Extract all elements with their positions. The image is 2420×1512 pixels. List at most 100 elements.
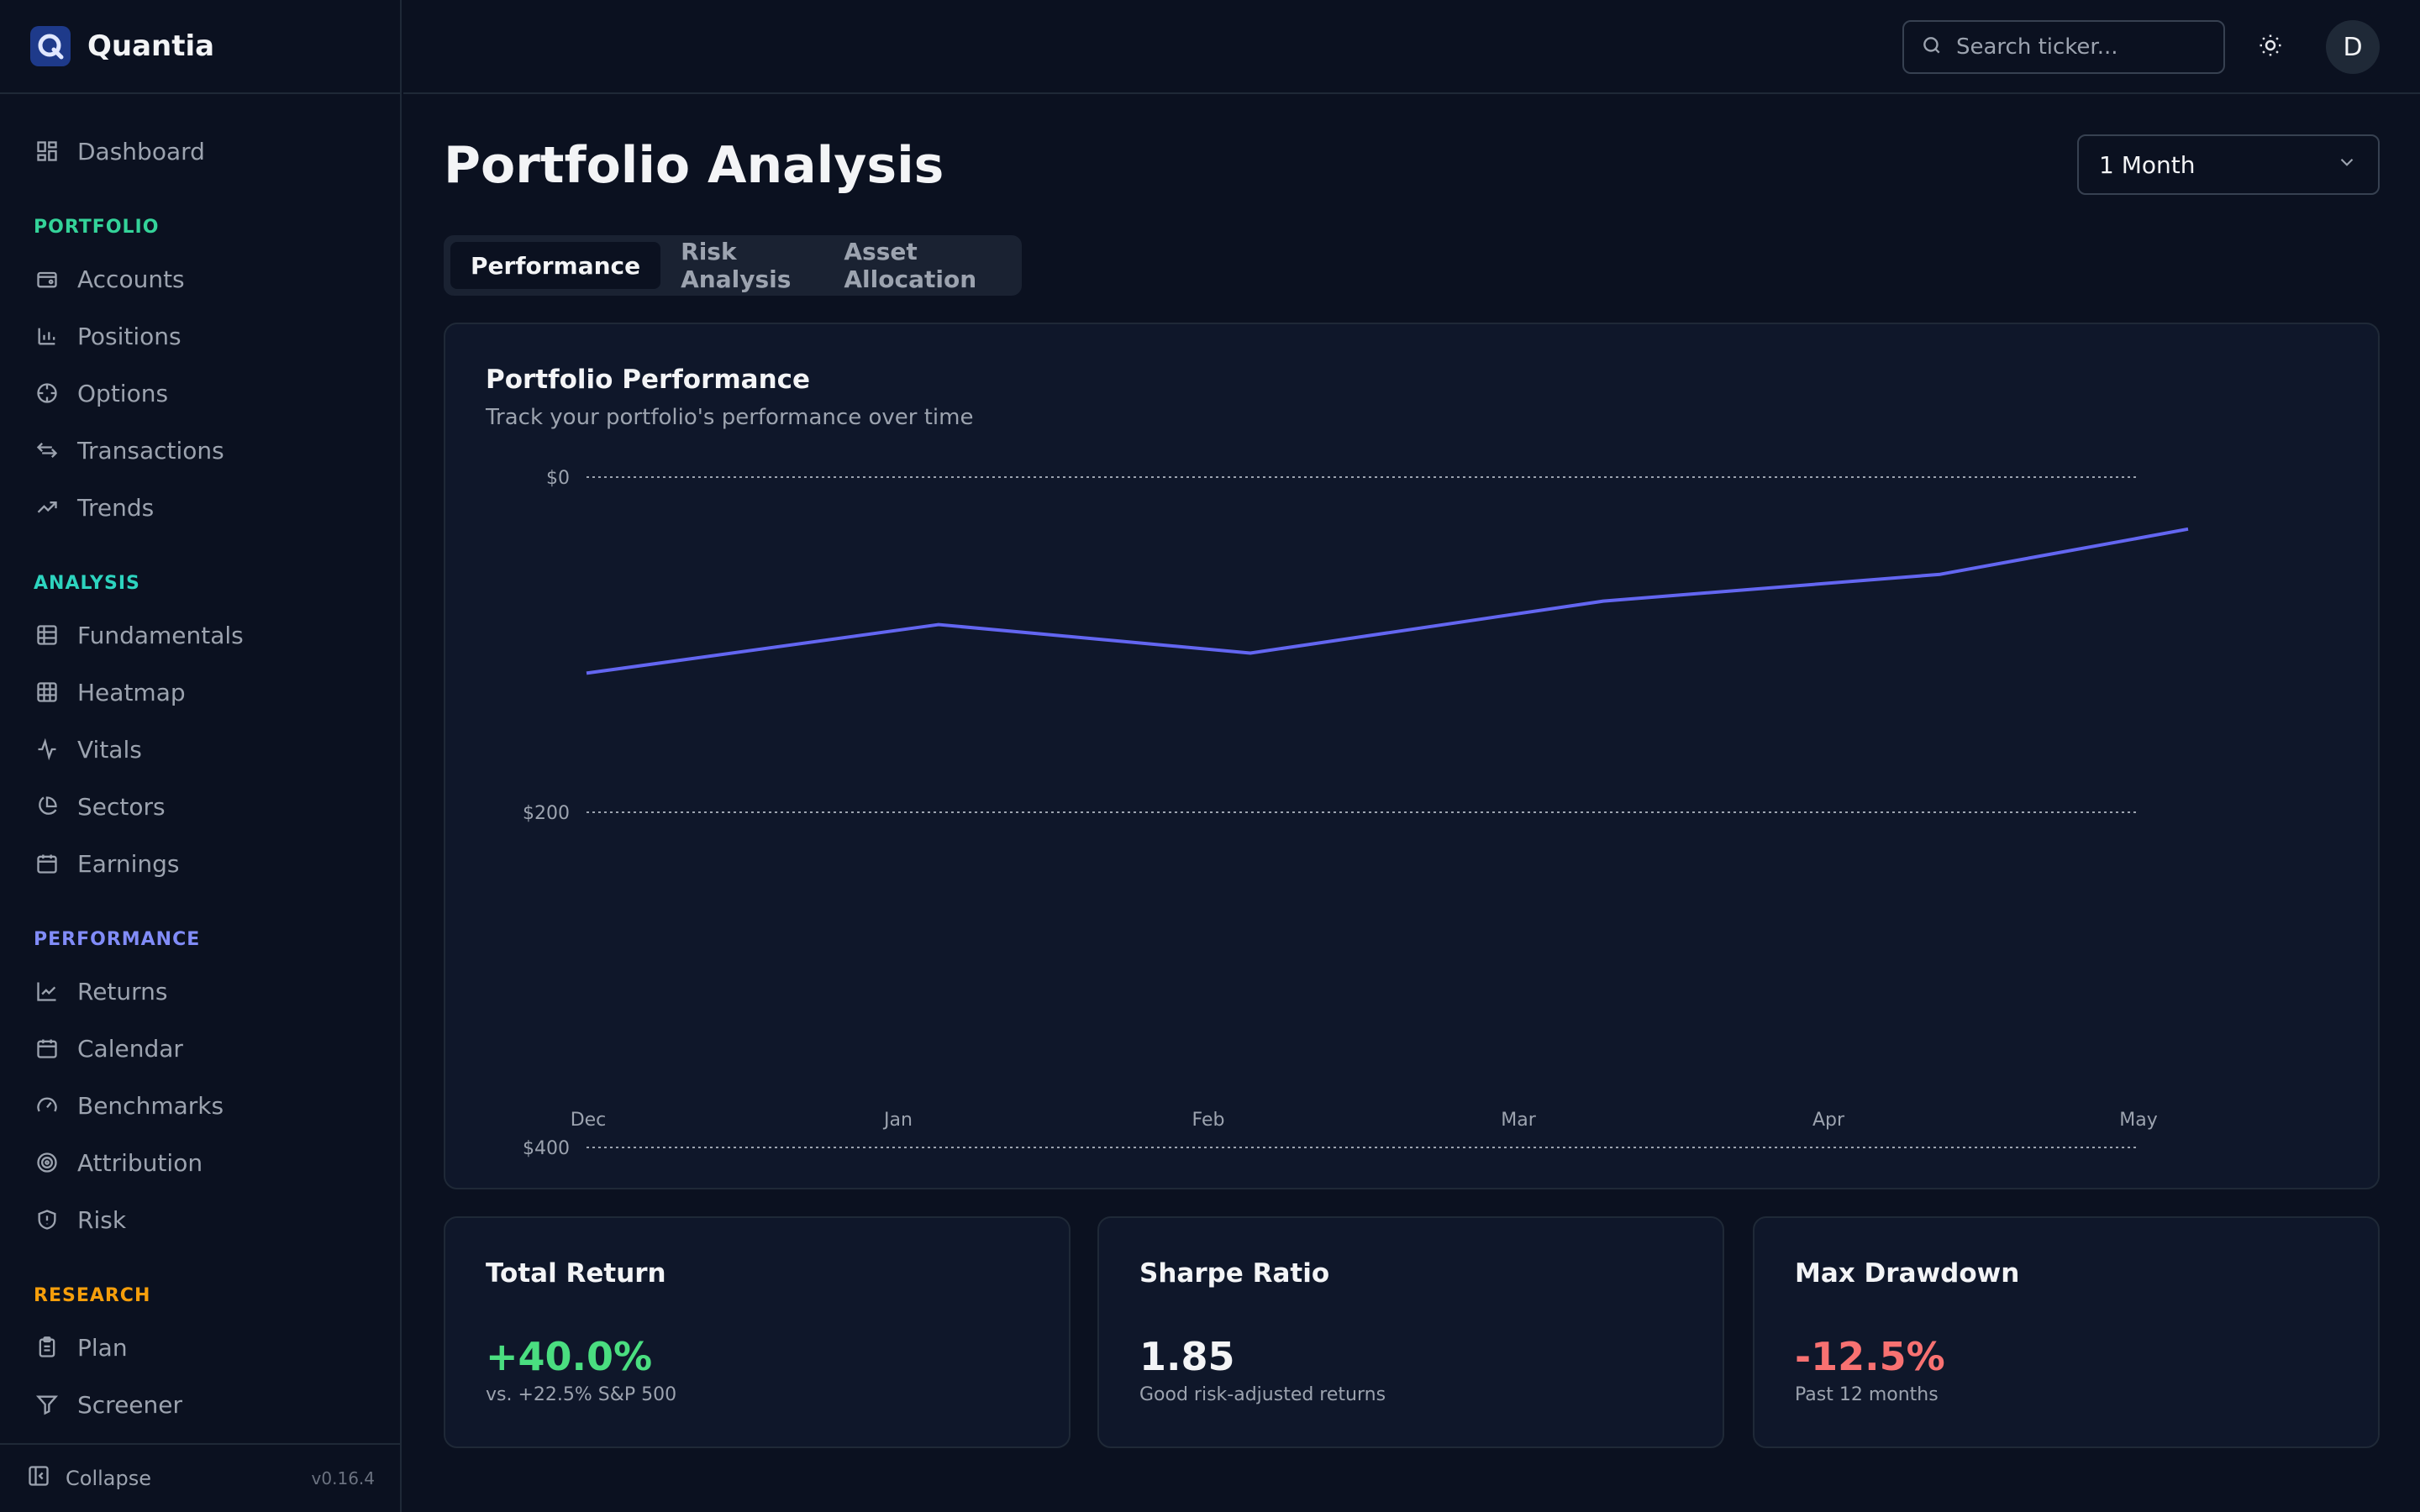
sidebar-item-label: Transactions	[77, 436, 224, 465]
performance-card: Portfolio Performance Track your portfol…	[444, 323, 2380, 1189]
collapse-label: Collapse	[66, 1467, 151, 1490]
stat-card-max-drawdown: Max Drawdown -12.5% Past 12 months	[1753, 1216, 2380, 1448]
x-tick-label: Dec	[571, 1110, 607, 1131]
x-tick-label: Apr	[1812, 1110, 1845, 1131]
x-tick-label: Jan	[882, 1110, 913, 1131]
theme-toggle-button[interactable]	[2250, 27, 2291, 67]
section-label-portfolio: PORTFOLIO	[34, 217, 160, 238]
search-input[interactable]	[1956, 34, 2208, 60]
tab-performance[interactable]: Performance	[450, 242, 661, 289]
sidebar-item-calendar[interactable]: Calendar	[24, 1025, 376, 1072]
sidebar-item-sectors[interactable]: Sectors	[24, 783, 376, 830]
sidebar-item-label: Vitals	[77, 735, 142, 764]
user-avatar[interactable]: D	[2326, 20, 2380, 74]
stat-value: -12.5%	[1795, 1334, 1945, 1379]
section-label-performance: PERFORMANCE	[34, 929, 201, 950]
y-tick-label: $0	[546, 468, 570, 489]
tab-asset-allocation[interactable]: Asset Allocation	[844, 238, 977, 293]
crosshair-icon	[34, 380, 60, 407]
bar-chart-icon	[34, 323, 60, 349]
x-tick-label: Mar	[1501, 1110, 1536, 1131]
stat-note: Past 12 months	[1795, 1384, 1939, 1405]
sidebar-item-trends[interactable]: Trends	[24, 484, 376, 531]
trending-up-icon	[34, 494, 60, 521]
target-icon	[34, 1149, 60, 1176]
tab-risk-analysis[interactable]: Risk Analysis	[681, 238, 792, 293]
sidebar-footer: Collapse v0.16.4	[0, 1443, 402, 1512]
stat-card-total-return: Total Return +40.0% vs. +22.5% S&P 500	[444, 1216, 1071, 1448]
calendar-icon	[34, 850, 60, 877]
sidebar-item-returns[interactable]: Returns	[24, 968, 376, 1015]
sidebar-item-label: Attribution	[77, 1148, 203, 1177]
sidebar-item-dashboard[interactable]: Dashboard	[24, 128, 376, 175]
sidebar-item-label: Benchmarks	[77, 1091, 224, 1120]
sidebar-item-options[interactable]: Options	[24, 370, 376, 417]
y-tick-label: $200	[523, 803, 570, 824]
stat-value: +40.0%	[486, 1334, 653, 1379]
card-title: Portfolio Performance	[486, 365, 811, 395]
pie-chart-icon	[34, 793, 60, 820]
table-icon	[34, 622, 60, 648]
line-chart-icon	[34, 978, 60, 1005]
stat-title: Max Drawdown	[1795, 1258, 2020, 1289]
grid-icon	[34, 679, 60, 706]
dashboard-icon	[34, 138, 60, 165]
period-select[interactable]: 1 Month	[2077, 134, 2380, 195]
sidebar-item-label: Accounts	[77, 265, 185, 293]
period-select-value: 1 Month	[2099, 150, 2196, 179]
sidebar-item-label: Trends	[77, 493, 155, 522]
search-icon	[1921, 34, 1943, 60]
app-version: v0.16.4	[311, 1468, 375, 1488]
section-label-analysis: ANALYSIS	[34, 573, 140, 594]
filter-icon	[34, 1391, 60, 1418]
sidebar: Quantia Dashboard PORTFOLIO Accounts Pos…	[0, 0, 402, 1512]
sidebar-item-fundamentals[interactable]: Fundamentals	[24, 612, 376, 659]
card-subtitle: Track your portfolio's performance over …	[486, 405, 974, 430]
sidebar-item-label: Returns	[77, 977, 168, 1005]
sidebar-item-label: Sectors	[77, 792, 166, 821]
sidebar-item-label: Calendar	[77, 1034, 183, 1063]
clipboard-icon	[34, 1334, 60, 1361]
collapse-button[interactable]: Collapse	[27, 1464, 151, 1493]
sidebar-item-vitals[interactable]: Vitals	[24, 726, 376, 773]
sidebar-item-positions[interactable]: Positions	[24, 312, 376, 360]
logo-icon	[30, 26, 71, 66]
sidebar-item-plan[interactable]: Plan	[24, 1324, 376, 1371]
sidebar-item-benchmarks[interactable]: Benchmarks	[24, 1082, 376, 1129]
stat-value: 1.85	[1139, 1334, 1235, 1379]
x-tick-label: Feb	[1192, 1110, 1225, 1131]
stat-note: vs. +22.5% S&P 500	[486, 1384, 677, 1405]
sidebar-item-heatmap[interactable]: Heatmap	[24, 669, 376, 716]
sidebar-item-transactions[interactable]: Transactions	[24, 427, 376, 474]
analysis-tabs: Performance Risk Analysis Asset Allocati…	[444, 235, 1022, 296]
sidebar-item-label: Dashboard	[77, 137, 205, 165]
stat-title: Total Return	[486, 1258, 666, 1289]
sidebar-item-earnings[interactable]: Earnings	[24, 840, 376, 887]
topbar: D	[403, 0, 2420, 94]
brand-name: Quantia	[87, 29, 215, 63]
section-label-research: RESEARCH	[34, 1285, 151, 1306]
chevron-down-icon	[2336, 151, 2358, 179]
sidebar-item-label: Screener	[77, 1390, 183, 1419]
shield-alert-icon	[34, 1206, 60, 1233]
search-box[interactable]	[1902, 20, 2225, 74]
sun-icon	[2258, 33, 2283, 61]
panel-collapse-icon	[27, 1464, 50, 1493]
calendar-icon	[34, 1035, 60, 1062]
gauge-icon	[34, 1092, 60, 1119]
sidebar-item-label: Options	[77, 379, 169, 407]
sidebar-item-label: Risk	[77, 1205, 127, 1234]
x-tick-label: May	[2119, 1110, 2157, 1131]
series-line	[586, 527, 2189, 675]
stat-title: Sharpe Ratio	[1139, 1258, 1330, 1289]
sidebar-item-label: Earnings	[77, 849, 180, 878]
brand[interactable]: Quantia	[0, 0, 402, 94]
sidebar-item-attribution[interactable]: Attribution	[24, 1139, 376, 1186]
sidebar-item-accounts[interactable]: Accounts	[24, 255, 376, 302]
sidebar-item-screener[interactable]: Screener	[24, 1381, 376, 1428]
arrows-left-right-icon	[34, 437, 60, 464]
y-tick-label: $400	[523, 1138, 570, 1159]
sidebar-item-risk[interactable]: Risk	[24, 1196, 376, 1243]
